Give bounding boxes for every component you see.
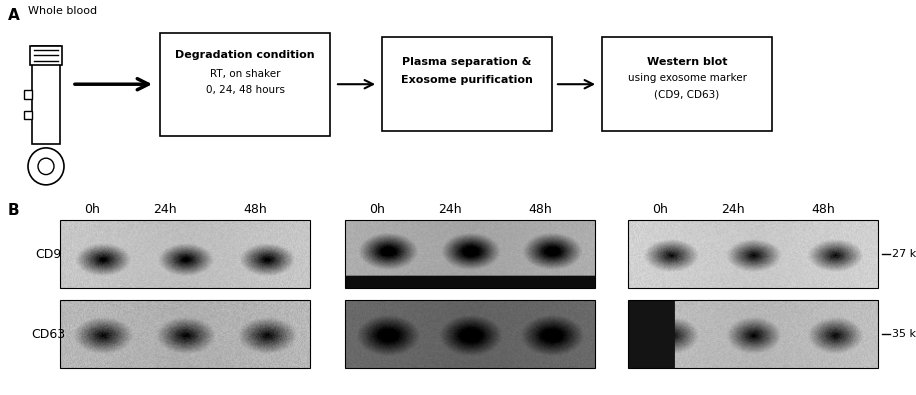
Text: CD9: CD9 <box>35 248 61 261</box>
Text: Plasma separation &: Plasma separation & <box>402 56 531 67</box>
Text: CD63: CD63 <box>31 328 65 340</box>
Text: 0h: 0h <box>84 203 100 216</box>
Bar <box>60 300 310 368</box>
Text: 24h: 24h <box>721 203 745 216</box>
Text: Exosome purification: Exosome purification <box>401 75 533 85</box>
Text: (CD9, CD63): (CD9, CD63) <box>654 90 720 100</box>
Text: 0h: 0h <box>369 203 385 216</box>
Text: RT, on shaker: RT, on shaker <box>210 69 280 79</box>
Text: Western blot: Western blot <box>647 56 727 67</box>
Text: 0, 24, 48 hours: 0, 24, 48 hours <box>205 85 285 95</box>
Text: 48h: 48h <box>812 203 834 216</box>
Text: 48h: 48h <box>243 203 267 216</box>
Text: A: A <box>8 8 20 23</box>
Text: 35 kDa: 35 kDa <box>892 329 916 339</box>
Text: B: B <box>8 203 19 218</box>
Bar <box>32 46 60 144</box>
Text: Whole blood: Whole blood <box>28 6 97 16</box>
Bar <box>602 37 772 132</box>
Bar <box>60 220 310 288</box>
Bar <box>24 111 32 119</box>
Circle shape <box>28 148 64 185</box>
Text: 0h: 0h <box>652 203 668 216</box>
Text: 48h: 48h <box>529 203 551 216</box>
Text: using exosome marker: using exosome marker <box>627 73 747 83</box>
Text: 27 kDa: 27 kDa <box>892 249 916 260</box>
Text: Degradation condition: Degradation condition <box>175 51 315 60</box>
Circle shape <box>38 158 54 175</box>
Bar <box>160 33 330 135</box>
Text: 24h: 24h <box>438 203 462 216</box>
Bar <box>628 300 878 368</box>
Bar <box>345 300 595 368</box>
Text: 24h: 24h <box>153 203 177 216</box>
Bar <box>345 220 595 288</box>
Bar <box>30 46 62 65</box>
Bar <box>24 90 32 99</box>
Bar <box>628 220 878 288</box>
Bar <box>382 37 552 132</box>
